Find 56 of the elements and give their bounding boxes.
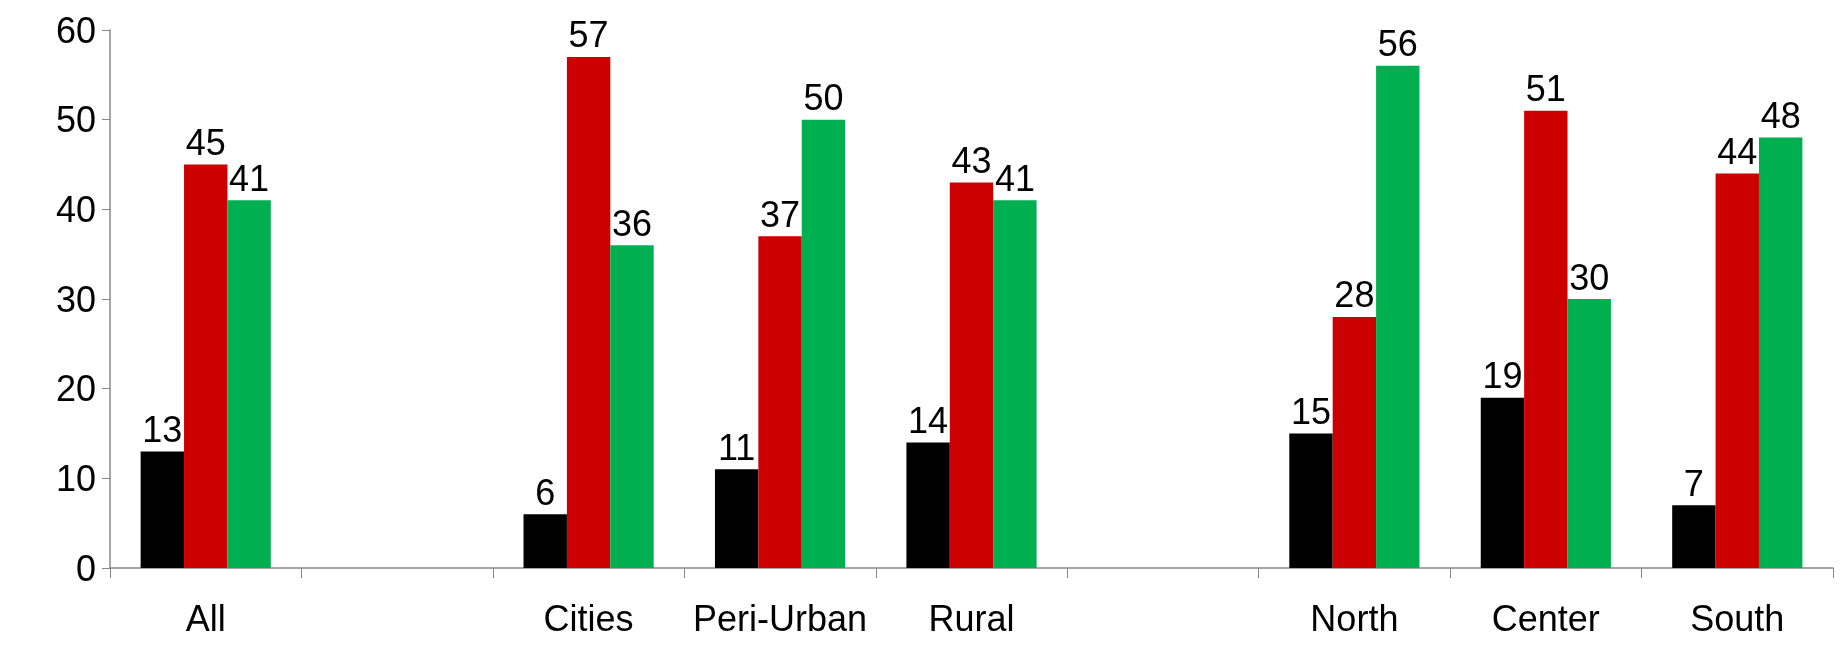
bar	[758, 236, 802, 568]
data-label: 43	[951, 139, 992, 181]
bar	[1567, 299, 1611, 568]
data-label: 51	[1525, 68, 1566, 110]
data-label: 28	[1334, 274, 1375, 316]
y-tick-label: 0	[75, 547, 96, 589]
data-label: 36	[611, 202, 653, 244]
data-label: 57	[568, 14, 609, 56]
bar	[227, 200, 271, 568]
bar	[714, 469, 759, 568]
data-label: 41	[994, 157, 1035, 199]
x-tick-label: Cities	[543, 597, 634, 639]
bar	[566, 56, 611, 568]
y-tick-label: 20	[55, 368, 96, 410]
x-tick-label: Rural	[928, 597, 1015, 639]
y-tick-label: 50	[55, 99, 96, 141]
data-label: 6	[535, 471, 556, 513]
bar	[1289, 433, 1333, 568]
data-label: 37	[760, 193, 801, 235]
bar	[523, 514, 567, 568]
data-label: 7	[1683, 462, 1704, 504]
x-tick-label: Peri-Urban	[693, 597, 868, 639]
bar	[1332, 316, 1377, 568]
data-label: 44	[1717, 130, 1758, 172]
bar	[140, 451, 185, 568]
bar	[1758, 137, 1803, 568]
x-tick-label: Center	[1491, 597, 1600, 639]
bar	[993, 200, 1037, 568]
bar	[1672, 505, 1716, 568]
bar	[610, 245, 654, 568]
bar	[801, 119, 846, 568]
data-label: 30	[1569, 256, 1610, 298]
data-label: 14	[908, 399, 949, 441]
data-label: 48	[1760, 95, 1801, 137]
data-label: 19	[1482, 355, 1523, 397]
data-label: 41	[229, 157, 270, 199]
x-tick-label: All	[185, 597, 226, 639]
x-tick-label: South	[1690, 597, 1785, 639]
bar	[184, 164, 228, 568]
bar	[1524, 110, 1568, 568]
bar	[1715, 173, 1759, 568]
data-label: 15	[1290, 391, 1332, 432]
data-label: 11	[717, 426, 756, 468]
bar	[949, 182, 994, 568]
bar	[1480, 397, 1525, 568]
y-tick-label: 10	[55, 457, 96, 499]
bar	[906, 442, 950, 568]
y-tick-label: 40	[55, 188, 96, 230]
y-tick-label: 60	[55, 9, 96, 51]
data-label: 45	[185, 122, 226, 163]
data-label: 56	[1377, 23, 1418, 65]
y-tick-label: 30	[55, 278, 96, 320]
data-label: 13	[142, 408, 183, 450]
data-label: 50	[803, 77, 844, 119]
bar	[1376, 65, 1420, 568]
x-tick-label: North	[1310, 597, 1399, 639]
